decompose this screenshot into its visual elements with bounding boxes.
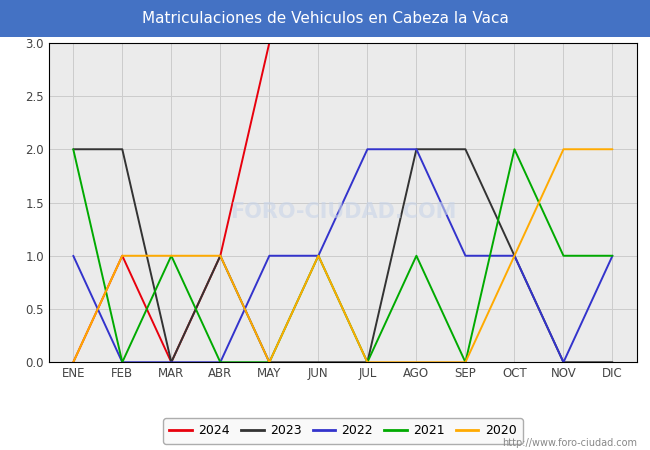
2020: [118, 253, 126, 258]
2020: [413, 360, 421, 365]
2020: [462, 360, 469, 365]
2020: [315, 253, 322, 258]
Text: FORO-CIUDAD.COM: FORO-CIUDAD.COM: [229, 202, 456, 222]
2020: [216, 253, 224, 258]
2024: [118, 253, 126, 258]
2021: [608, 253, 616, 258]
2022: [118, 360, 126, 365]
Line: 2020: 2020: [73, 149, 612, 362]
2020: [265, 360, 273, 365]
2022: [510, 253, 518, 258]
2022: [168, 360, 176, 365]
2020: [510, 253, 518, 258]
2022: [413, 147, 421, 152]
2024: [265, 40, 273, 45]
2021: [70, 147, 77, 152]
2022: [363, 147, 371, 152]
2023: [315, 360, 322, 365]
Legend: 2024, 2023, 2022, 2021, 2020: 2024, 2023, 2022, 2021, 2020: [163, 418, 523, 444]
2023: [70, 147, 77, 152]
2020: [70, 360, 77, 365]
2020: [560, 147, 567, 152]
2024: [216, 253, 224, 258]
2022: [315, 253, 322, 258]
2022: [70, 253, 77, 258]
2022: [216, 360, 224, 365]
Text: http://www.foro-ciudad.com: http://www.foro-ciudad.com: [502, 438, 637, 448]
2021: [118, 360, 126, 365]
2023: [363, 360, 371, 365]
2021: [265, 360, 273, 365]
2020: [608, 147, 616, 152]
2021: [216, 360, 224, 365]
2023: [560, 360, 567, 365]
2023: [413, 147, 421, 152]
Line: 2022: 2022: [73, 149, 612, 362]
2023: [168, 360, 176, 365]
2021: [462, 360, 469, 365]
2024: [168, 360, 176, 365]
2021: [315, 253, 322, 258]
2021: [168, 253, 176, 258]
2023: [265, 360, 273, 365]
2020: [168, 253, 176, 258]
2023: [510, 253, 518, 258]
2020: [363, 360, 371, 365]
2023: [608, 360, 616, 365]
Line: 2023: 2023: [73, 149, 612, 362]
Line: 2024: 2024: [73, 43, 269, 362]
2022: [608, 253, 616, 258]
2024: [70, 360, 77, 365]
2021: [510, 147, 518, 152]
2023: [462, 147, 469, 152]
Line: 2021: 2021: [73, 149, 612, 362]
2023: [118, 147, 126, 152]
2022: [265, 253, 273, 258]
2021: [413, 253, 421, 258]
Text: Matriculaciones de Vehiculos en Cabeza la Vaca: Matriculaciones de Vehiculos en Cabeza l…: [142, 11, 508, 26]
2021: [560, 253, 567, 258]
2021: [363, 360, 371, 365]
2022: [462, 253, 469, 258]
2023: [216, 253, 224, 258]
2022: [560, 360, 567, 365]
